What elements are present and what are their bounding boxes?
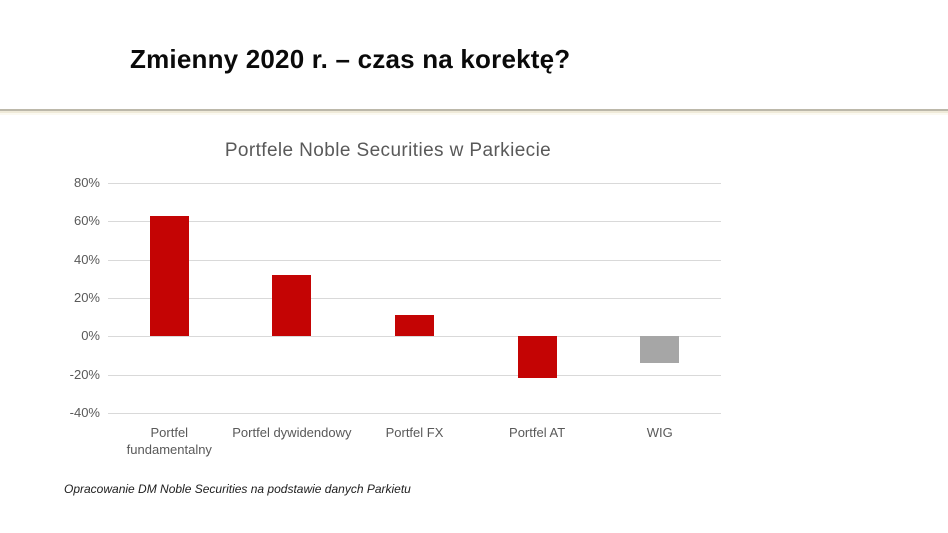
gridline xyxy=(108,298,721,299)
category-label: Portfel AT xyxy=(509,425,566,440)
chart-title: Portfele Noble Securities w Parkiecie xyxy=(224,140,552,161)
y-axis-tick-label: 80% xyxy=(73,175,100,190)
bar xyxy=(272,275,312,337)
gridline xyxy=(108,374,721,376)
y-axis-tick-label: 0% xyxy=(81,328,100,344)
gridline xyxy=(108,183,721,184)
category-label: WIG xyxy=(646,425,673,440)
y-axis-tick-label: 40% xyxy=(73,251,100,267)
y-axis-tick-label: 20% xyxy=(73,290,100,305)
source-note: Opracowanie DM Noble Securities na podst… xyxy=(64,482,411,496)
plot-area: 80% 60% 40% 20% 0% -20% -40% Portfel fundamenta… xyxy=(70,175,721,457)
bar xyxy=(395,315,434,337)
bar xyxy=(517,336,557,379)
y-axis-tick-label: -20% xyxy=(69,366,100,382)
y-axis-tick-label: 60% xyxy=(73,213,100,229)
divider-line xyxy=(0,109,948,117)
gridline xyxy=(108,336,721,338)
category-label: Portfel fundamentalny xyxy=(126,425,212,457)
slide-title: Zmienny 2020 r. – czas na korektę? xyxy=(130,44,571,74)
gridline xyxy=(108,413,721,414)
bar xyxy=(640,336,680,364)
gridline xyxy=(108,221,721,223)
portfolio-bar-chart: Portfele Noble Securities w Parkiecie 80… xyxy=(0,120,948,480)
gridline xyxy=(108,259,721,261)
bar xyxy=(149,215,189,337)
category-label: Portfel FX xyxy=(385,425,444,440)
y-axis-tick-label: -40% xyxy=(69,405,100,420)
category-label: Portfel dywidendowy xyxy=(232,425,352,440)
